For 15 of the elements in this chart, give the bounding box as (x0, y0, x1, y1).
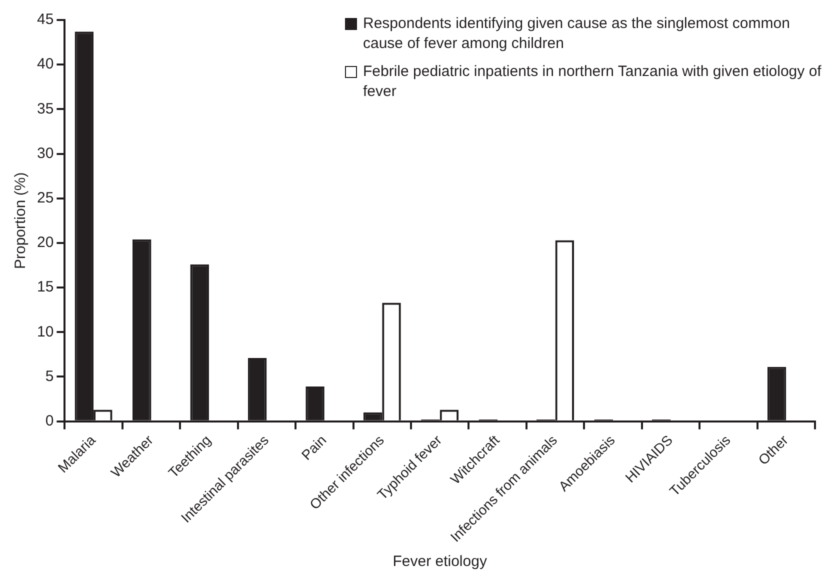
legend-label: Respondents identifying given cause as the singlemost common cause of fever among children (363, 14, 791, 54)
y-tick-label: 0 (45, 412, 54, 430)
x-tick-label: Pain (298, 432, 330, 463)
y-tick-label: 40 (36, 56, 54, 73)
y-tick-label: 15 (36, 278, 54, 296)
x-axis-title: Fever etiology (392, 553, 488, 570)
y-tick-label: 30 (36, 144, 54, 162)
y-tick-label: 20 (36, 234, 54, 252)
y-tick-label: 10 (36, 323, 54, 340)
y-axis-title: Proportion (%) (12, 172, 30, 270)
y-tick-label: 5 (45, 368, 54, 385)
legend-label: Febrile pediatric inpatients in northern Tanzania with given etiology of fever (363, 62, 822, 102)
y-tick-label: 45 (36, 11, 54, 28)
y-tick-label: 25 (36, 190, 54, 207)
y-tick-label: 35 (36, 100, 54, 118)
